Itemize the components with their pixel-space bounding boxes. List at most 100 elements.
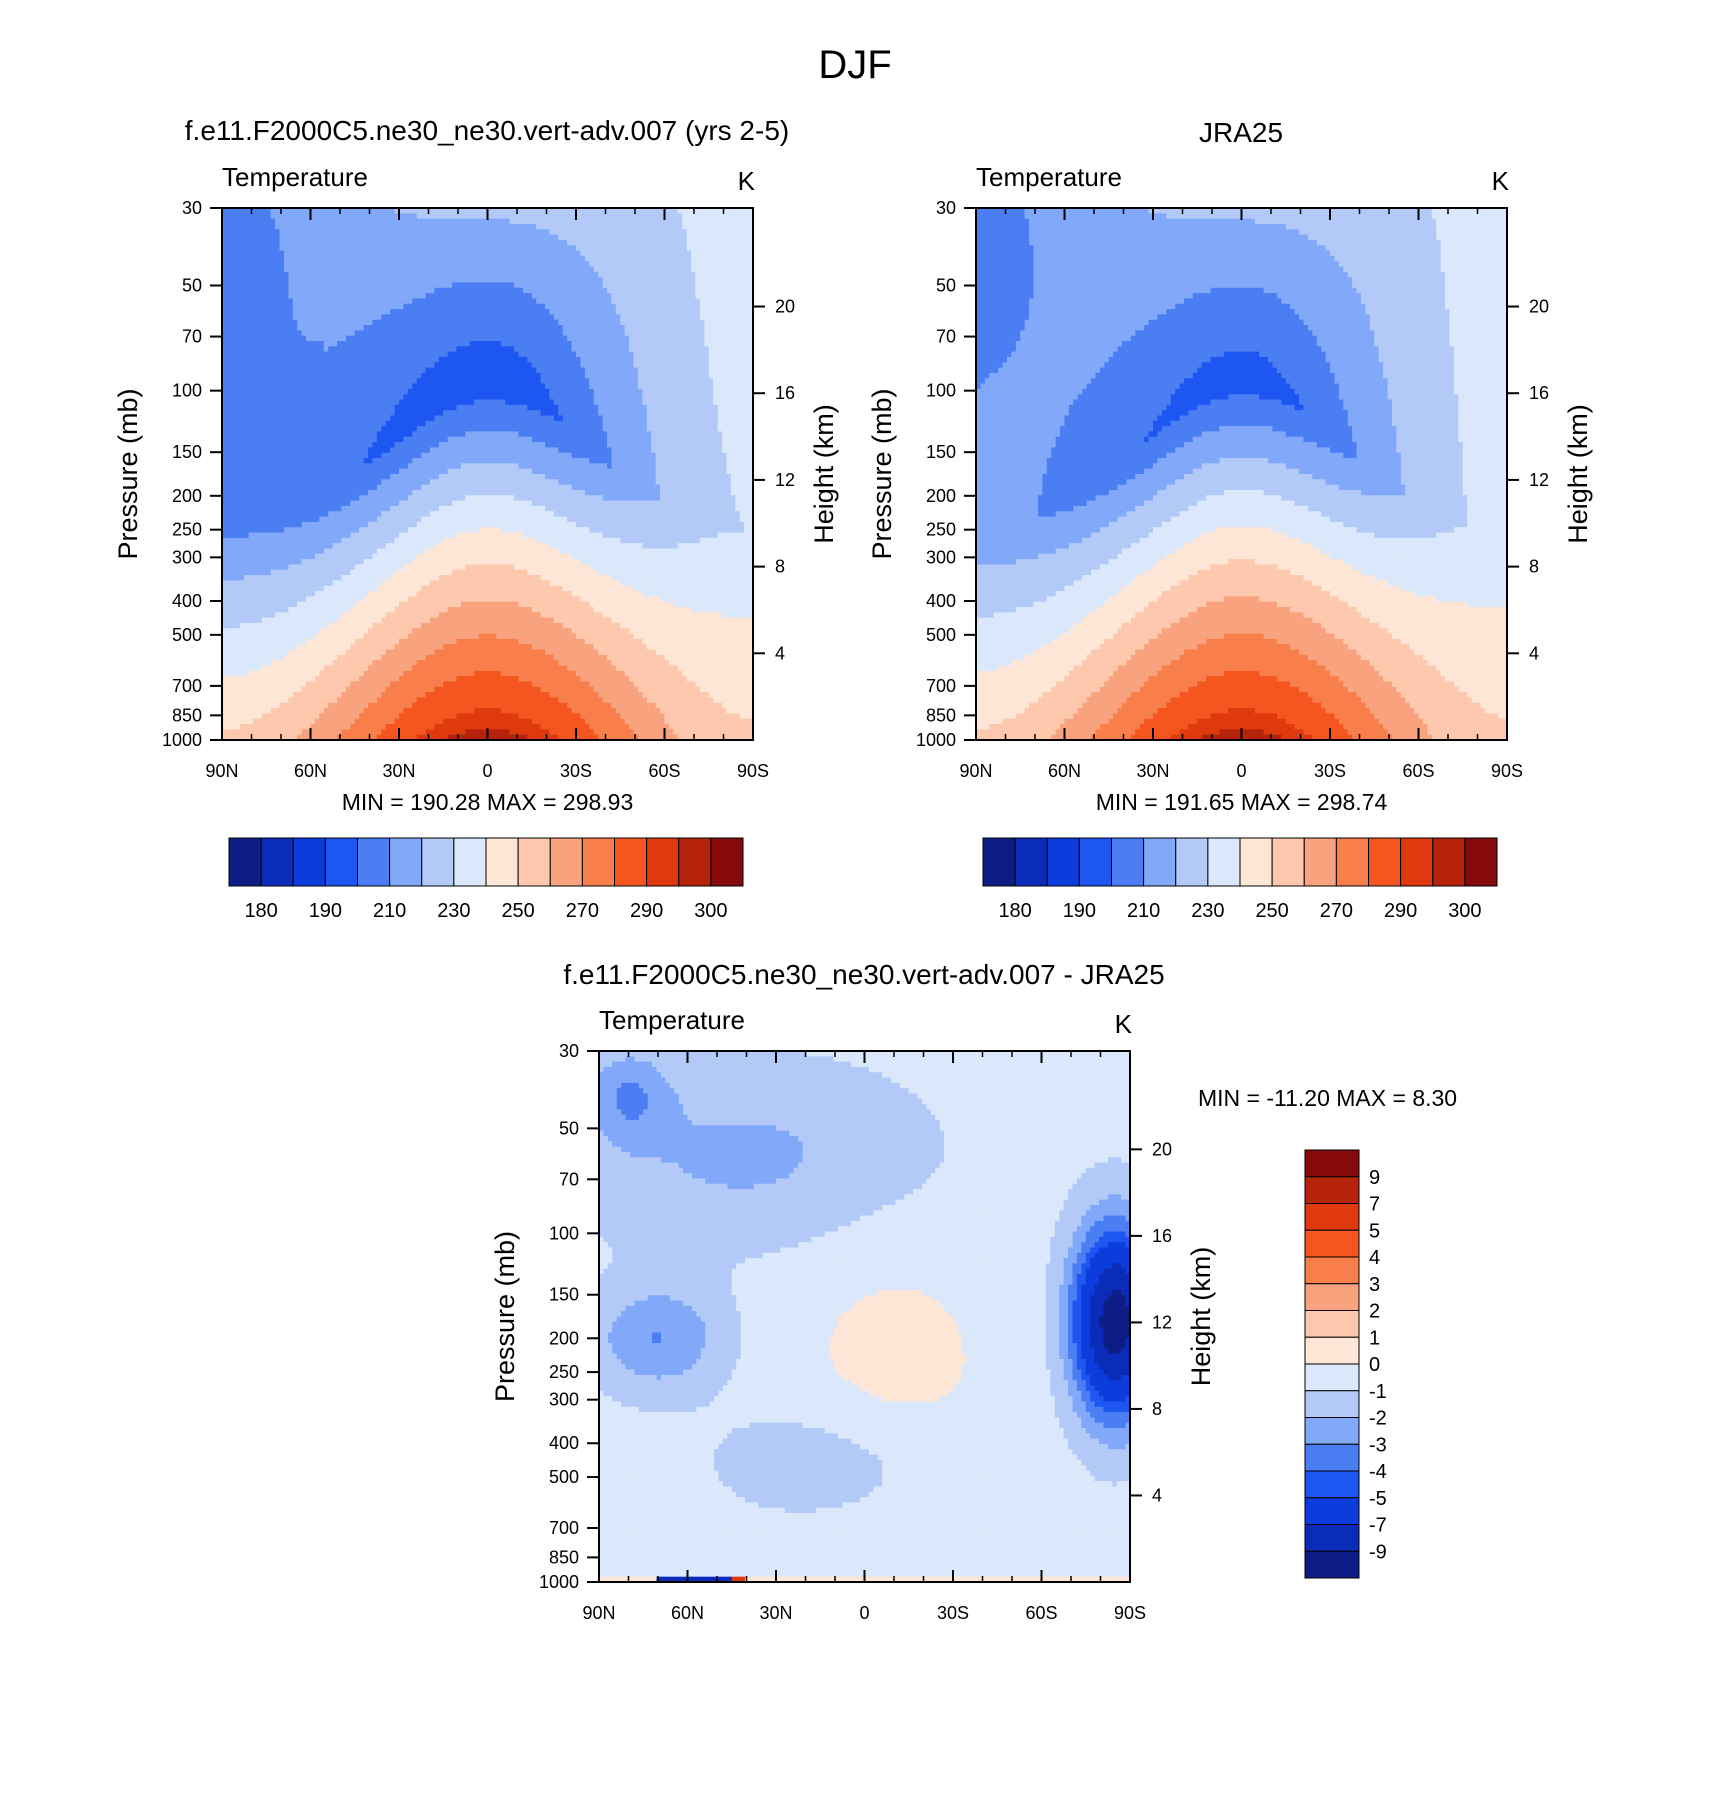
field-cell xyxy=(460,287,466,294)
field-cell xyxy=(691,330,697,337)
field-cell xyxy=(292,335,298,342)
field-cell xyxy=(399,426,405,433)
field-cell xyxy=(443,239,449,246)
field-cell xyxy=(310,335,316,342)
field-cell xyxy=(257,372,263,379)
field-cell xyxy=(248,298,254,305)
field-cell xyxy=(602,287,608,294)
field-cell xyxy=(266,245,272,252)
field-cell xyxy=(235,325,241,331)
field-cell xyxy=(611,420,617,427)
field-cell xyxy=(230,378,236,385)
field-cell xyxy=(261,234,267,241)
field-cell xyxy=(549,266,555,273)
field-cell xyxy=(283,319,289,326)
field-cell xyxy=(465,303,471,310)
field-cell xyxy=(230,245,236,252)
field-cell xyxy=(553,293,559,300)
field-cell xyxy=(637,245,643,252)
field-cell xyxy=(319,341,325,347)
field-cell xyxy=(301,208,307,214)
field-cell xyxy=(620,351,626,358)
field-cell xyxy=(319,378,325,385)
field-cell xyxy=(469,234,475,241)
field-cell xyxy=(270,367,276,374)
field-cell xyxy=(686,298,692,305)
field-cell xyxy=(615,218,621,225)
field-cell xyxy=(717,293,723,300)
field-cell xyxy=(637,213,643,220)
field-cell xyxy=(527,362,533,369)
field-cell xyxy=(602,330,608,337)
field-cell xyxy=(292,404,298,411)
field-cell xyxy=(717,346,723,353)
field-cell xyxy=(394,303,400,310)
field-cell xyxy=(394,213,400,220)
field-cell xyxy=(629,356,635,363)
field-cell xyxy=(677,298,683,305)
field-cell xyxy=(677,325,683,331)
field-cell xyxy=(323,420,329,427)
field-cell xyxy=(319,218,325,225)
field-cell xyxy=(319,250,325,257)
field-cell xyxy=(536,367,542,374)
field-cell xyxy=(381,314,387,321)
field-cell xyxy=(664,346,670,353)
field-cell xyxy=(527,261,533,268)
field-cell xyxy=(363,250,369,257)
field-cell xyxy=(646,229,652,236)
field-cell xyxy=(399,367,405,374)
field-cell xyxy=(518,239,524,246)
field-cell xyxy=(421,303,427,310)
field-cell xyxy=(748,325,754,331)
field-cell xyxy=(288,362,294,369)
field-cell xyxy=(518,356,524,363)
field-cell xyxy=(368,378,374,385)
field-cell xyxy=(722,420,728,427)
field-cell xyxy=(642,319,648,326)
field-cell xyxy=(319,346,325,353)
field-cell xyxy=(505,341,511,347)
field-cell xyxy=(584,346,590,353)
field-cell xyxy=(252,223,258,230)
field-cell xyxy=(460,245,466,252)
field-cell xyxy=(421,314,427,321)
field-cell xyxy=(310,293,316,300)
field-cell xyxy=(699,394,705,401)
field-cell xyxy=(456,410,462,417)
field-cell xyxy=(257,399,263,406)
field-cell xyxy=(620,208,626,214)
field-cell xyxy=(385,367,391,374)
field-cell xyxy=(319,388,325,395)
field-cell xyxy=(261,223,267,230)
field-cell xyxy=(434,213,440,220)
field-cell xyxy=(306,309,312,315)
field-cell xyxy=(279,319,285,326)
field-cell xyxy=(633,314,639,321)
field-cell xyxy=(341,223,347,230)
field-cell xyxy=(306,362,312,369)
field-cell xyxy=(447,223,453,230)
field-cell xyxy=(584,245,590,252)
field-cell xyxy=(522,335,528,342)
field-cell xyxy=(222,303,228,310)
field-cell xyxy=(717,261,723,268)
field-cell xyxy=(567,404,573,411)
field-cell xyxy=(403,399,409,406)
field-cell xyxy=(399,335,405,342)
field-cell xyxy=(412,239,418,246)
field-cell xyxy=(558,420,564,427)
field-cell xyxy=(748,351,754,358)
field-cell xyxy=(624,325,630,331)
field-cell xyxy=(239,261,245,268)
field-cell xyxy=(363,239,369,246)
field-cell xyxy=(522,420,528,427)
field-cell xyxy=(735,218,741,225)
field-cell xyxy=(323,266,329,273)
field-cell xyxy=(549,223,555,230)
field-cell xyxy=(713,346,719,353)
field-cell xyxy=(279,341,285,347)
field-cell xyxy=(545,341,551,347)
field-cell xyxy=(699,213,705,220)
field-cell xyxy=(522,383,528,390)
